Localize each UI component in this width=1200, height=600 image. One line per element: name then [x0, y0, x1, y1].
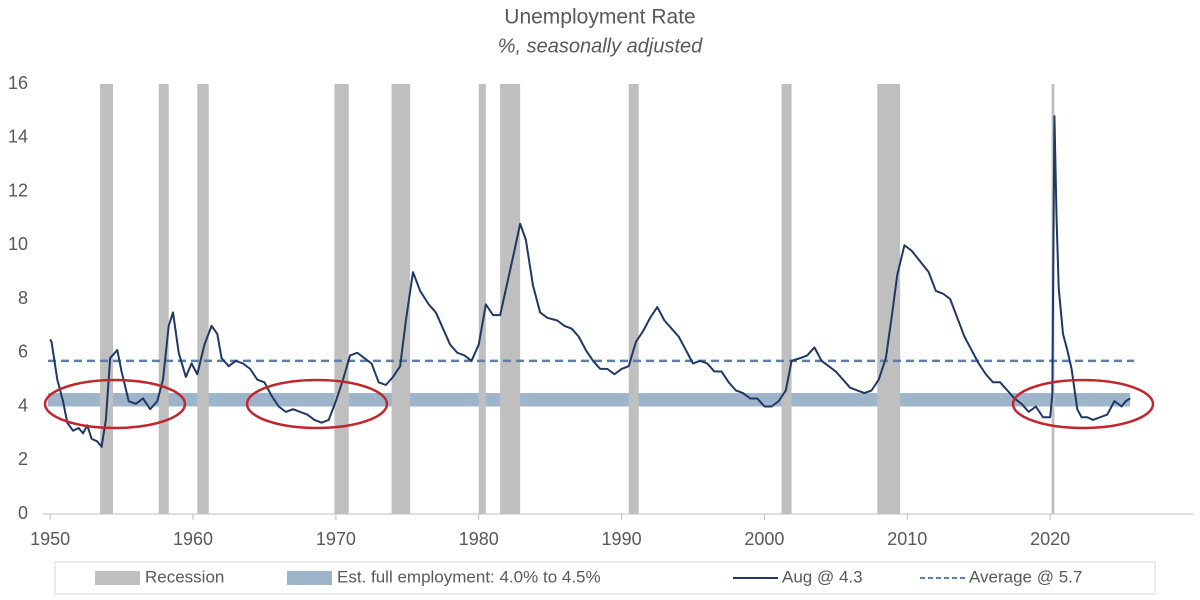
- recession-band: [334, 84, 349, 514]
- x-tick-label: 1980: [459, 529, 499, 549]
- y-tick-label: 16: [8, 73, 28, 93]
- chart-subtitle: %, seasonally adjusted: [498, 35, 703, 57]
- full-employment-band: [48, 393, 1131, 407]
- legend-label: Est. full employment: 4.0% to 4.5%: [337, 567, 601, 586]
- legend: Recession Est. full employment: 4.0% to 4…: [95, 567, 1082, 586]
- legend-box: [54, 561, 1156, 595]
- highlight-ellipse: [1011, 378, 1155, 430]
- y-tick-label: 12: [8, 180, 28, 200]
- x-tick-label: 2020: [1030, 529, 1070, 549]
- highlight-ellipse: [43, 378, 187, 430]
- y-tick-label: 4: [18, 395, 28, 415]
- legend-swatch: [95, 571, 140, 585]
- recession-band: [628, 84, 639, 514]
- x-tick-label: 1950: [30, 529, 70, 549]
- recession-band: [478, 84, 486, 514]
- x-tick-label: 2010: [887, 529, 927, 549]
- recession-band: [158, 84, 169, 514]
- recession-band: [500, 84, 521, 514]
- recession-band: [781, 84, 792, 514]
- y-tick-label: 14: [8, 127, 28, 147]
- recession-band: [877, 84, 901, 514]
- recession-band: [100, 84, 113, 514]
- highlight-ellipse: [245, 378, 389, 430]
- recession-band: [197, 84, 209, 514]
- legend-label: Aug @ 4.3: [782, 567, 863, 586]
- y-tick-label: 0: [18, 503, 28, 523]
- x-tick-label: 2000: [744, 529, 784, 549]
- legend-label: Recession: [145, 567, 224, 586]
- x-tick-label: 1990: [602, 529, 642, 549]
- annotations: [43, 378, 1155, 430]
- y-tick-label: 2: [18, 449, 28, 469]
- series-line: [49, 115, 1131, 448]
- legend-label: Average @ 5.7: [969, 567, 1082, 586]
- recession-band: [391, 84, 411, 514]
- x-tick-label: 1970: [316, 529, 356, 549]
- y-tick-label: 6: [18, 342, 28, 362]
- x-tick-label: 1960: [173, 529, 213, 549]
- chart-title: Unemployment Rate: [504, 6, 695, 29]
- y-tick-label: 10: [8, 234, 28, 254]
- plot-area: 0 2 4 6 8 10 12 14 16 1950 1960 1970 1980 1990 2000 201…: [8, 73, 1193, 549]
- y-tick-label: 8: [18, 288, 28, 308]
- legend-swatch: [287, 571, 332, 585]
